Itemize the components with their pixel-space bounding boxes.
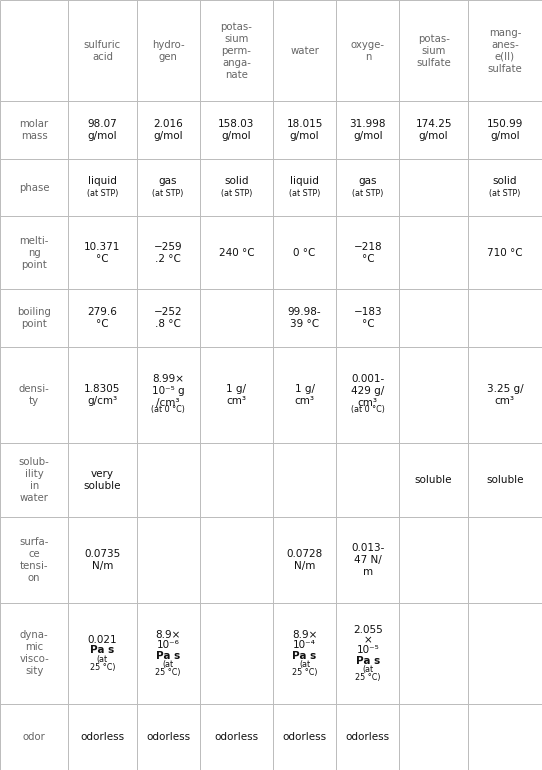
Text: 0.021: 0.021 bbox=[88, 635, 117, 645]
Text: 98.07
g/mol: 98.07 g/mol bbox=[87, 119, 117, 141]
Text: dyna-
mic
visco-
sity: dyna- mic visco- sity bbox=[20, 630, 49, 676]
Text: 25 °C): 25 °C) bbox=[292, 668, 318, 677]
Text: densi-
ty: densi- ty bbox=[19, 383, 49, 406]
Text: solid: solid bbox=[493, 176, 517, 186]
Text: liquid: liquid bbox=[290, 176, 319, 186]
Text: surfa-
ce
tensi-
on: surfa- ce tensi- on bbox=[20, 537, 49, 583]
Text: solid: solid bbox=[224, 176, 249, 186]
Text: 10⁻⁶: 10⁻⁶ bbox=[157, 641, 179, 651]
Text: ×: × bbox=[364, 635, 372, 645]
Text: 3.25 g/
cm³: 3.25 g/ cm³ bbox=[487, 383, 523, 406]
Text: 1 g/
cm³: 1 g/ cm³ bbox=[227, 383, 247, 406]
Text: 0.0728
N/m: 0.0728 N/m bbox=[287, 549, 322, 571]
Text: (at 0 °C): (at 0 °C) bbox=[151, 405, 185, 413]
Text: solub-
ility
in
water: solub- ility in water bbox=[19, 457, 49, 503]
Text: 8.99×
10⁻⁵ g
/cm³: 8.99× 10⁻⁵ g /cm³ bbox=[152, 373, 184, 408]
Text: (at STP): (at STP) bbox=[352, 189, 384, 198]
Text: −259
.2 °C: −259 .2 °C bbox=[154, 242, 183, 264]
Text: (at STP): (at STP) bbox=[221, 189, 252, 198]
Text: phase: phase bbox=[19, 182, 49, 192]
Text: 240 °C: 240 °C bbox=[218, 248, 254, 258]
Text: −218
°C: −218 °C bbox=[353, 242, 382, 264]
Text: 8.9×: 8.9× bbox=[292, 631, 317, 641]
Text: (at: (at bbox=[163, 660, 173, 669]
Text: Pa s: Pa s bbox=[156, 651, 180, 661]
Text: 0.001-
429 g/
cm³: 0.001- 429 g/ cm³ bbox=[351, 373, 384, 408]
Text: 150.99
g/mol: 150.99 g/mol bbox=[487, 119, 523, 141]
Text: melti-
ng
point: melti- ng point bbox=[20, 236, 49, 270]
Text: 1 g/
cm³: 1 g/ cm³ bbox=[295, 383, 314, 406]
Text: 8.9×: 8.9× bbox=[156, 631, 181, 641]
Text: (at STP): (at STP) bbox=[87, 189, 118, 198]
Text: (at: (at bbox=[362, 665, 373, 674]
Text: 710 °C: 710 °C bbox=[487, 248, 522, 258]
Text: molar
mass: molar mass bbox=[20, 119, 49, 141]
Text: soluble: soluble bbox=[486, 475, 524, 485]
Text: 10⁻⁵: 10⁻⁵ bbox=[357, 645, 379, 655]
Text: odorless: odorless bbox=[214, 732, 259, 742]
Text: water: water bbox=[290, 45, 319, 55]
Text: odorless: odorless bbox=[80, 732, 125, 742]
Text: (at: (at bbox=[299, 660, 310, 669]
Text: very
soluble: very soluble bbox=[83, 469, 121, 491]
Text: liquid: liquid bbox=[88, 176, 117, 186]
Text: 25 °C): 25 °C) bbox=[355, 673, 380, 682]
Text: Pa s: Pa s bbox=[293, 651, 317, 661]
Text: (at STP): (at STP) bbox=[489, 189, 520, 198]
Text: (at STP): (at STP) bbox=[289, 189, 320, 198]
Text: odorless: odorless bbox=[346, 732, 390, 742]
Text: gas: gas bbox=[359, 176, 377, 186]
Text: 1.8305
g/cm³: 1.8305 g/cm³ bbox=[84, 383, 120, 406]
Text: 2.016
g/mol: 2.016 g/mol bbox=[153, 119, 183, 141]
Text: 174.25
g/mol: 174.25 g/mol bbox=[415, 119, 452, 141]
Text: 0 °C: 0 °C bbox=[293, 248, 316, 258]
Text: (at: (at bbox=[97, 655, 108, 664]
Text: Pa s: Pa s bbox=[91, 645, 114, 655]
Text: boiling
point: boiling point bbox=[17, 306, 51, 329]
Text: odor: odor bbox=[23, 732, 46, 742]
Text: (at 0 °C): (at 0 °C) bbox=[351, 405, 385, 413]
Text: 25 °C): 25 °C) bbox=[156, 668, 181, 677]
Text: odorless: odorless bbox=[282, 732, 327, 742]
Text: 99.98-
39 °C: 99.98- 39 °C bbox=[288, 306, 321, 329]
Text: −252
.8 °C: −252 .8 °C bbox=[154, 306, 183, 329]
Text: gas: gas bbox=[159, 176, 177, 186]
Text: mang-
anes-
e(II)
sulfate: mang- anes- e(II) sulfate bbox=[487, 28, 522, 74]
Text: potas-
sium
perm-
anga-
nate: potas- sium perm- anga- nate bbox=[221, 22, 253, 79]
Text: −183
°C: −183 °C bbox=[353, 306, 382, 329]
Text: Pa s: Pa s bbox=[356, 655, 380, 665]
Text: 0.0735
N/m: 0.0735 N/m bbox=[84, 549, 120, 571]
Text: 10⁻⁴: 10⁻⁴ bbox=[293, 641, 316, 651]
Text: hydro-
gen: hydro- gen bbox=[152, 40, 184, 62]
Text: 10.371
°C: 10.371 °C bbox=[84, 242, 120, 264]
Text: potas-
sium
sulfate: potas- sium sulfate bbox=[416, 34, 451, 68]
Text: 25 °C): 25 °C) bbox=[89, 663, 115, 671]
Text: oxyge-
n: oxyge- n bbox=[351, 40, 385, 62]
Text: 158.03
g/mol: 158.03 g/mol bbox=[218, 119, 255, 141]
Text: 2.055: 2.055 bbox=[353, 625, 383, 635]
Text: 18.015
g/mol: 18.015 g/mol bbox=[286, 119, 323, 141]
Text: (at STP): (at STP) bbox=[152, 189, 184, 198]
Text: 31.998
g/mol: 31.998 g/mol bbox=[350, 119, 386, 141]
Text: 279.6
°C: 279.6 °C bbox=[87, 306, 117, 329]
Text: odorless: odorless bbox=[146, 732, 190, 742]
Text: sulfuric
acid: sulfuric acid bbox=[84, 40, 121, 62]
Text: soluble: soluble bbox=[415, 475, 453, 485]
Text: 0.013-
47 N/
m: 0.013- 47 N/ m bbox=[351, 543, 384, 577]
